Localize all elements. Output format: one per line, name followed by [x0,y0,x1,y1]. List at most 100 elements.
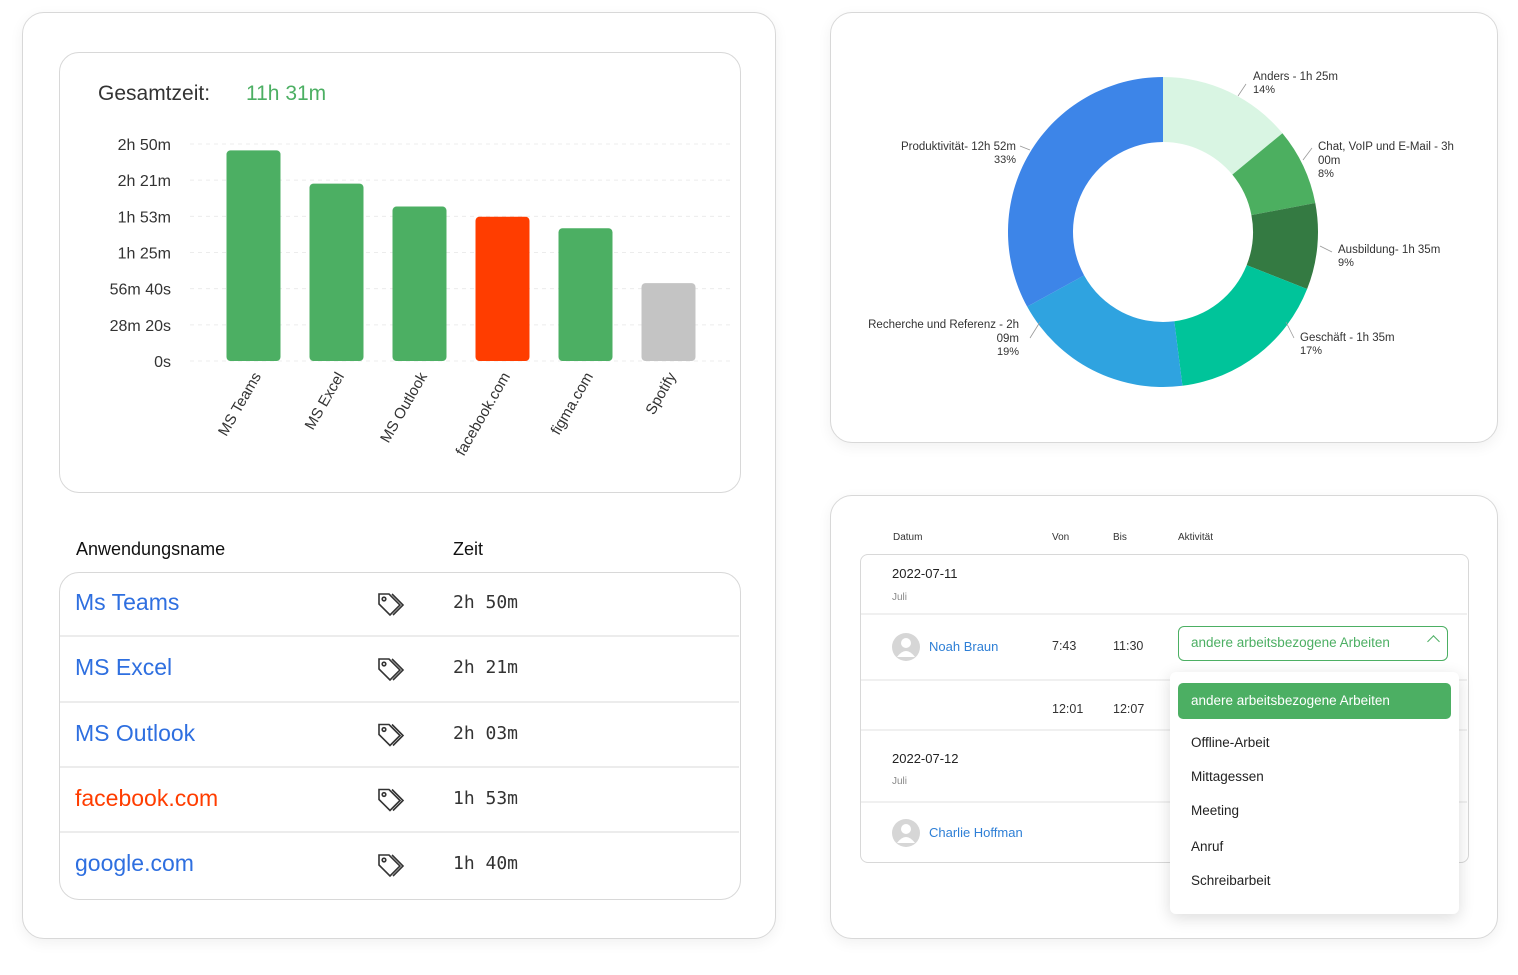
column-header: Bis [1113,532,1127,543]
app-time: 1h 40m [453,853,519,874]
bar [558,228,613,361]
activity-select-text[interactable]: andere arbeitsbezogene Arbeiten [1191,635,1390,650]
slice-percent: 33% [993,154,1016,166]
slice-percent: 14% [1253,84,1276,96]
leader-line [1237,83,1247,97]
time-to: 12:07 [1113,702,1145,716]
donut-slice [1246,202,1318,290]
tag-shape [378,593,402,617]
column-header: Von [1052,532,1070,543]
leader-line [1019,145,1031,151]
column-header: Aktivität [1178,532,1214,543]
bar [309,183,364,361]
dropdown-option[interactable]: andere arbeitsbezogene Arbeiten [1191,693,1390,708]
person-name[interactable]: Noah Braun [929,639,999,654]
total-time: 11h 31m [246,82,327,105]
y-tick-label: 0s [154,354,171,371]
tag-hole [381,661,387,667]
dropdown-option[interactable]: Offline-Arbeit [1191,735,1270,750]
slice-percent: 17% [1300,345,1323,357]
x-tick-label: figma.com [548,370,597,438]
donut-slice [1163,77,1283,175]
leader-line [1319,245,1333,253]
x-tick-label: facebook.com [453,370,514,459]
slice-label: Recherche und Referenz - 2h 09m [868,319,1019,345]
app-time: 1h 53m [453,787,519,809]
app-time: 2h 03m [453,722,519,744]
x-tick-label: MS Excel [302,370,348,433]
app-time: 2h 50m [453,592,519,613]
dropdown-option[interactable]: Schreibarbeit [1191,873,1271,888]
tag-shape [391,593,405,616]
day-date: 2022-07-12 [892,751,959,766]
app-name[interactable]: MS Excel [75,654,173,680]
dropdown-selected-bg[interactable] [1178,683,1451,719]
app-name[interactable]: google.com [75,850,194,876]
tag-shape [391,854,405,877]
slice-percent: 8% [1318,168,1334,180]
column-header: Datum [893,532,923,543]
day-month: Juli [892,776,908,787]
bar [475,216,530,361]
dropdown-option[interactable]: Anruf [1191,839,1224,854]
slice-percent: 9% [1338,257,1354,269]
tag-hole [381,857,387,863]
person-name[interactable]: Charlie Hoffman [929,825,1023,840]
app-name[interactable]: facebook.com [75,784,219,811]
app-time: 2h 21m [453,657,519,678]
x-tick-label: MS Outlook [377,369,431,446]
app-name[interactable]: Ms Teams [75,589,180,615]
avatar-body [897,651,915,657]
slice-label: Chat, VoIP und E-Mail - 3h 00m [1318,141,1454,167]
y-tick-label: 28m 20s [110,318,171,335]
app-name[interactable]: MS Outlook [75,719,196,746]
tag-shape [378,658,402,682]
column-header: Anwendungsname [76,539,226,559]
tag-icon [378,723,405,747]
tag-shape [378,723,402,747]
y-tick-label: 2h 21m [118,173,171,190]
avatar-head [901,824,911,834]
bar [226,150,281,361]
y-tick-label: 1h 53m [118,209,171,226]
y-tick-label: 56m 40s [110,282,171,299]
tag-shape [391,788,405,812]
chart-title: Gesamtzeit: [98,82,211,105]
tag-shape [378,854,402,878]
tag-hole [381,596,387,602]
bar [392,206,447,361]
tag-shape [378,788,402,812]
leader-line [1285,321,1295,339]
y-tick-label: 1h 25m [118,246,171,263]
slice-percent: 19% [996,346,1019,358]
x-tick-label: Spotify [642,369,680,418]
tag-shape [391,658,405,681]
tag-icon [378,593,405,617]
y-tick-label: 2h 50m [118,137,171,154]
tag-icon [378,854,405,878]
tag-shape [391,723,405,747]
activity-select[interactable] [1178,626,1448,661]
avatar-body [897,837,915,843]
day-date: 2022-07-11 [892,566,958,581]
tag-hole [381,726,387,733]
x-tick-label: MS Teams [215,370,265,440]
leader-line [1029,321,1041,339]
slice-label: Produktivität- 12h 52m [900,141,1016,153]
avatar-head [901,638,911,648]
dropdown-option[interactable]: Meeting [1191,803,1240,818]
donut-slice [1008,77,1163,307]
tag-icon [378,788,405,812]
day-month: Juli [892,592,908,603]
time-from: 7:43 [1052,639,1077,653]
dropdown-option[interactable]: Mittagessen [1191,769,1264,784]
donut-slice [1027,275,1183,387]
donut-slice [1232,133,1316,216]
slice-label: Ausbildung- 1h 35m [1338,244,1441,256]
slice-label: Geschäft - 1h 35m [1300,332,1395,344]
time-to: 11:30 [1113,639,1144,653]
time-from: 12:01 [1052,702,1084,716]
bar [641,283,696,361]
